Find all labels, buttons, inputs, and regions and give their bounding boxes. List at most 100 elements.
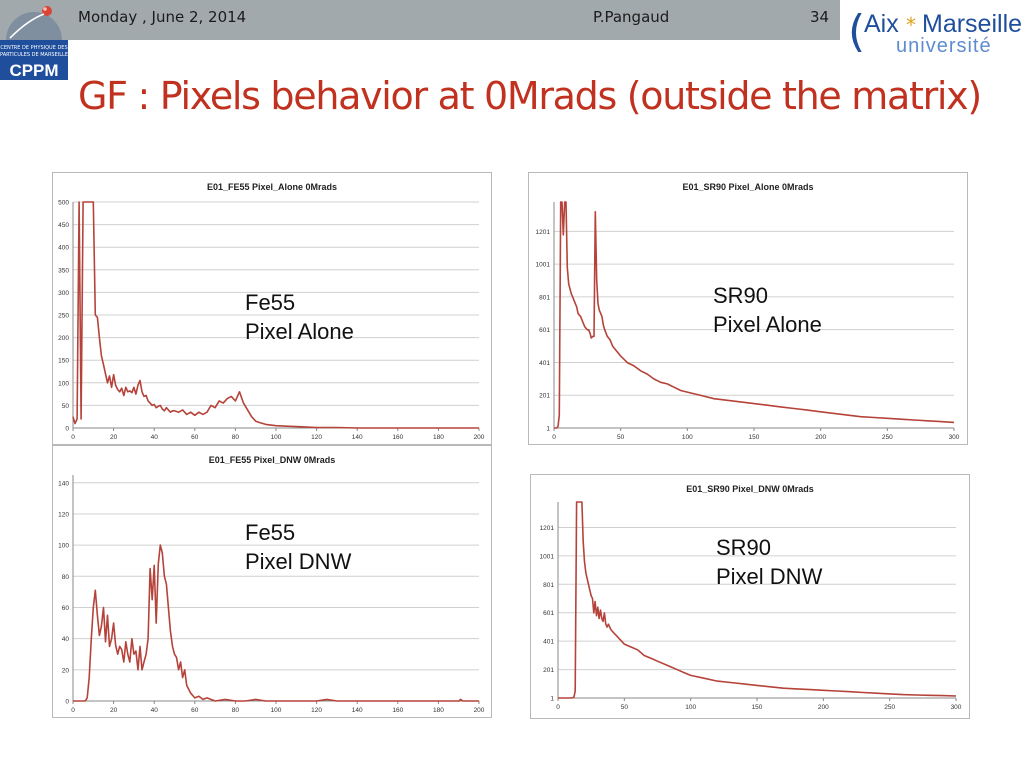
x-tick-label: 120	[311, 434, 322, 441]
chart-panel-fe55-dnw: E01_FE55 Pixel_DNW 0Mrads 0 20 40 60 80 100 120…	[52, 445, 492, 718]
x-tick-label: 300	[949, 434, 960, 441]
x-tick-label: 20	[110, 707, 118, 714]
y-tick-label: 50	[62, 403, 70, 410]
chart-panel-fe55-alone: E01_FE55 Pixel_Alone 0Mrads 0 50 100 150 200 2…	[52, 172, 492, 445]
cppm-line1: CENTRE DE PHYSIQUE DES	[0, 45, 67, 51]
cppm-logo: CENTRE DE PHYSIQUE DES PARTICULES DE MAR…	[0, 0, 68, 80]
annotation-pixel: Pixel DNW	[716, 564, 823, 589]
x-tick-label: 0	[552, 434, 556, 441]
y-tick-label: 250	[58, 313, 69, 320]
x-tick-label: 300	[951, 704, 962, 711]
y-tick-label: 200	[58, 335, 69, 342]
chart-panel-sr90-dnw: E01_SR90 Pixel_DNW 0Mrads 1 201 401 601 801 10…	[530, 474, 970, 719]
annotation-sr90-alone: SR90 Pixel Alone	[713, 281, 822, 339]
x-tick-label: 120	[311, 707, 322, 714]
chart-title: E01_FE55 Pixel_Alone 0Mrads	[207, 182, 337, 192]
x-tick-label: 150	[752, 704, 763, 711]
annotation-sr90-dnw: SR90 Pixel DNW	[716, 533, 822, 591]
chart-title: E01_FE55 Pixel_DNW 0Mrads	[209, 455, 336, 465]
x-tick-label: 200	[815, 434, 826, 441]
x-tick-label: 200	[474, 707, 485, 714]
y-tick-label: 450	[58, 222, 69, 229]
series-line	[73, 544, 479, 702]
x-tick-label: 160	[392, 707, 403, 714]
y-tick-label: 1201	[536, 229, 551, 236]
x-tick-label: 0	[71, 434, 75, 441]
x-tick-label: 60	[191, 434, 199, 441]
header-page-number: 34	[810, 8, 830, 26]
y-tick-label: 100	[58, 543, 69, 550]
y-tick-label: 60	[62, 605, 70, 612]
x-tick-label: 50	[621, 704, 629, 711]
x-tick-label: 100	[682, 434, 693, 441]
x-tick-label: 140	[352, 707, 363, 714]
x-tick-label: 180	[433, 434, 444, 441]
annotation-pixel: Pixel Alone	[713, 312, 822, 337]
series-line	[558, 501, 957, 699]
x-tick-label: 100	[685, 704, 696, 711]
annotation-pixel: Pixel DNW	[245, 549, 352, 574]
x-tick-label: 250	[882, 434, 893, 441]
x-tick-label: 200	[474, 434, 485, 441]
amu-star-icon: *	[906, 13, 916, 37]
amu-logo: ( Aix * Marseille université	[842, 0, 1024, 66]
x-tick-label: 160	[392, 434, 403, 441]
y-tick-label: 601	[539, 327, 550, 334]
chart-title: E01_SR90 Pixel_Alone 0Mrads	[682, 182, 813, 192]
x-tick-label: 40	[151, 707, 159, 714]
y-tick-label: 801	[543, 582, 554, 589]
y-tick-label: 0	[65, 699, 69, 706]
slide-title: GF : Pixels behavior at 0Mrads (outside …	[78, 74, 982, 118]
y-tick-label: 401	[543, 639, 554, 646]
x-tick-label: 250	[884, 704, 895, 711]
chart-panel-sr90-alone: E01_SR90 Pixel_Alone 0Mrads 1 201 401 601 801…	[528, 172, 968, 445]
x-tick-label: 200	[818, 704, 829, 711]
header-author: P.Pangaud	[593, 8, 670, 26]
x-tick-label: 0	[71, 707, 75, 714]
y-tick-label: 201	[539, 393, 550, 400]
x-tick-label: 150	[749, 434, 760, 441]
y-tick-label: 100	[58, 380, 69, 387]
annotation-source: Fe55	[245, 520, 296, 545]
y-tick-label: 1	[550, 696, 554, 703]
chart-fe55-alone: E01_FE55 Pixel_Alone 0Mrads0501001502002…	[58, 182, 485, 441]
x-tick-label: 40	[151, 434, 159, 441]
annotation-pixel: Pixel Alone	[245, 319, 354, 344]
y-tick-label: 150	[58, 358, 69, 365]
annotation-fe55-dnw: Fe55 Pixel DNW	[245, 518, 351, 576]
y-tick-label: 601	[543, 610, 554, 617]
x-tick-label: 0	[556, 704, 560, 711]
y-tick-label: 300	[58, 290, 69, 297]
y-tick-label: 1001	[536, 262, 551, 269]
y-tick-label: 40	[62, 636, 70, 643]
y-tick-label: 80	[62, 574, 70, 581]
series-line	[72, 201, 479, 429]
header-bar	[0, 0, 840, 40]
amu-word-marseille: Marseille	[922, 10, 1022, 38]
y-tick-label: 20	[62, 667, 70, 674]
annotation-source: SR90	[716, 535, 772, 560]
x-tick-label: 180	[433, 707, 444, 714]
x-tick-label: 80	[232, 434, 240, 441]
amu-word-aix: Aix	[864, 10, 899, 38]
amu-word-universite: université	[896, 35, 992, 57]
annotation-source: SR90	[713, 283, 769, 308]
x-tick-label: 60	[191, 707, 199, 714]
chart-title: E01_SR90 Pixel_DNW 0Mrads	[686, 484, 814, 494]
cppm-line2: PARTICULES DE MARSEILLE	[0, 52, 68, 58]
y-tick-label: 801	[539, 294, 550, 301]
x-tick-label: 100	[271, 434, 282, 441]
chart-sr90-dnw: E01_SR90 Pixel_DNW 0Mrads120140160180110…	[540, 484, 962, 711]
y-tick-label: 120	[58, 511, 69, 518]
x-tick-label: 100	[271, 707, 282, 714]
x-tick-label: 80	[232, 707, 240, 714]
series-line	[554, 201, 955, 429]
x-tick-label: 140	[352, 434, 363, 441]
x-tick-label: 20	[110, 434, 118, 441]
y-tick-label: 500	[58, 200, 69, 207]
header-date: Monday , June 2, 2014	[78, 8, 247, 26]
cppm-name: CPPM	[9, 61, 58, 80]
y-tick-label: 0	[65, 426, 69, 433]
y-tick-label: 350	[58, 267, 69, 274]
amu-paren-icon: (	[848, 6, 865, 57]
